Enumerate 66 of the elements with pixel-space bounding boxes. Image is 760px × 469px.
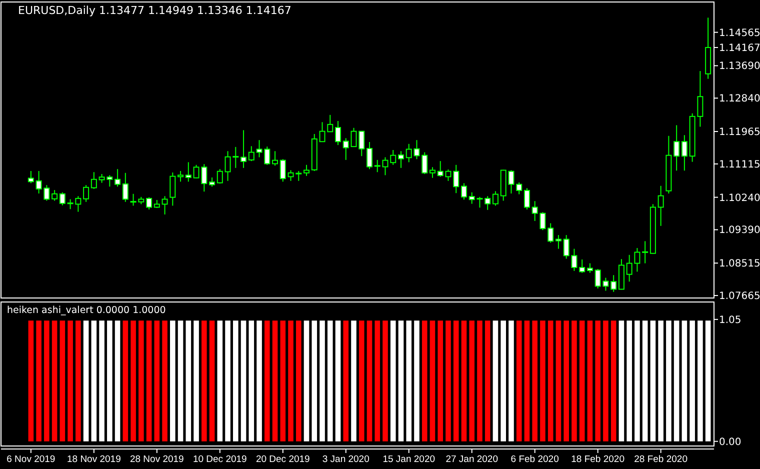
candlestick	[674, 124, 680, 172]
candlestick	[90, 172, 97, 190]
y-tick-label: 1.08515	[719, 258, 760, 270]
candlestick	[366, 141, 372, 170]
x-tick-label: 18 Nov 2019	[66, 454, 121, 465]
candlestick	[122, 172, 128, 202]
candlestick	[390, 150, 396, 166]
y-tick-label: 1.11115	[719, 159, 760, 170]
candlestick	[658, 185, 664, 226]
candlestick	[579, 258, 586, 274]
candlestick	[59, 192, 66, 206]
candlestick	[304, 164, 310, 176]
candlestick	[185, 162, 192, 182]
candlestick	[555, 234, 562, 250]
x-tick-label: 10 Dec 2019	[192, 454, 247, 465]
candlestick	[162, 196, 168, 215]
x-tick-label: 20 Dec 2019	[256, 454, 310, 465]
candlestick	[422, 152, 428, 175]
x-tick-label: 28 Feb 2020	[634, 454, 688, 465]
candlestick	[548, 222, 554, 244]
candlestick	[178, 170, 184, 182]
candlestick	[524, 188, 530, 210]
candlestick	[335, 120, 342, 146]
candlestick	[398, 150, 404, 168]
chart-title: heiken ashi_valert 0.0000 1.0000	[7, 305, 166, 316]
candlestick	[484, 196, 491, 210]
y-tick-label: 1.13690	[719, 61, 760, 72]
x-tick-label: 28 Nov 2019	[130, 454, 184, 465]
candlestick	[586, 262, 593, 274]
y-tick-label: 1.12840	[719, 94, 760, 105]
y-tick-label: 1.14565	[719, 28, 760, 39]
x-tick-label: 6 Nov 2019	[6, 454, 56, 465]
x-tick-label: 27 Jan 2020	[446, 454, 498, 465]
candlestick	[83, 184, 90, 202]
y-tick-label: 0.00	[719, 436, 742, 448]
x-tick-label: 3 Jan 2020	[322, 454, 370, 465]
candlestick	[170, 172, 176, 206]
y-tick-label: 1.07665	[719, 291, 760, 302]
candlestick	[610, 274, 617, 292]
candlestick	[272, 150, 278, 166]
candlestick	[516, 182, 522, 195]
candlestick	[114, 168, 121, 188]
candlestick	[681, 134, 688, 172]
candlestick	[280, 158, 286, 182]
candlestick	[342, 138, 349, 160]
y-tick-label: 1.09390	[719, 225, 760, 236]
candlestick	[492, 190, 498, 206]
candlestick	[52, 190, 58, 202]
candlestick	[28, 170, 34, 184]
candlestick	[460, 182, 467, 200]
x-tick-label: 15 Jan 2020	[382, 454, 436, 465]
y-tick-label: 1.05	[719, 314, 742, 326]
candlestick	[209, 176, 216, 188]
candlestick	[429, 166, 436, 178]
candlestick	[240, 130, 247, 168]
candlestick	[248, 146, 254, 162]
x-tick-label: 6 Feb 2020	[510, 454, 559, 465]
y-tick-label: 1.11965	[719, 127, 760, 138]
candlestick	[216, 168, 223, 184]
x-tick-label: 18 Feb 2020	[571, 454, 625, 465]
chart-title: EURUSD,Daily 1.13477 1.14949 1.13346 1.14167	[18, 4, 292, 17]
candlestick	[453, 164, 460, 194]
candlestick	[642, 240, 648, 264]
y-tick-label: 1.14167	[719, 43, 760, 54]
y-tick-label: 1.10240	[719, 192, 760, 204]
candlestick	[146, 196, 152, 210]
